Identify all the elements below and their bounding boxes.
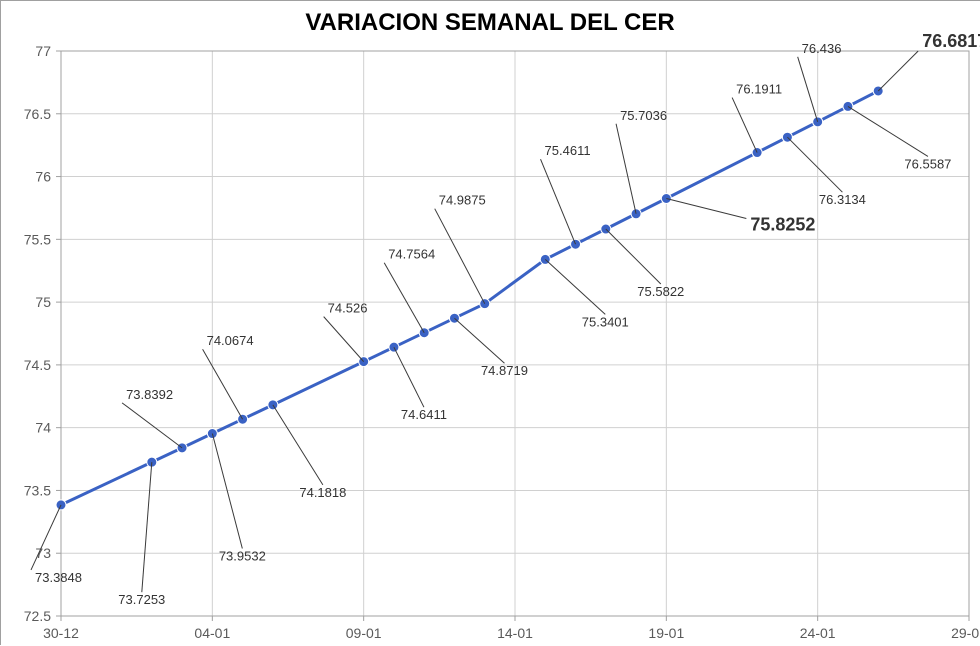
x-tick-label: 19-01 — [648, 625, 684, 641]
line-chart-svg: 72.5 73 73.5 74 74.5 75 75.5 76 76.5 77 30-12 04-01… — [1, 1, 980, 646]
x-tick-label: 29-01 — [951, 625, 980, 641]
y-tick-label: 73.5 — [24, 482, 51, 498]
x-tick-label: 14-01 — [497, 625, 533, 641]
data-label: 75.5822 — [637, 284, 684, 299]
x-tick-label: 30-12 — [43, 625, 79, 641]
x-tick-label: 04-01 — [194, 625, 230, 641]
data-label: 73.7253 — [118, 592, 165, 607]
x-tick-label: 09-01 — [346, 625, 382, 641]
data-label: 74.526 — [328, 301, 368, 316]
data-label: 76.3134 — [819, 192, 866, 207]
data-label: 76.5587 — [904, 156, 951, 171]
data-label: 74.1818 — [299, 485, 346, 500]
data-label: 73.9532 — [219, 549, 266, 564]
y-tick-label: 74.5 — [24, 357, 51, 373]
y-tick-label: 77 — [35, 43, 51, 59]
y-tick-label: 76.5 — [24, 106, 51, 122]
data-label: 75.4611 — [545, 143, 591, 158]
y-tick-label: 73 — [35, 545, 51, 561]
data-label: 74.8719 — [481, 363, 528, 378]
data-label: 74.7564 — [388, 247, 435, 262]
data-label: 74.0674 — [207, 333, 254, 348]
data-label: 76.1911 — [736, 82, 782, 97]
chart-title: VARIACION SEMANAL DEL CER — [1, 9, 979, 37]
data-label: 73.3848 — [35, 570, 82, 585]
y-tick-label: 76 — [35, 169, 51, 185]
data-label: 74.6411 — [401, 407, 447, 422]
y-tick-label: 72.5 — [24, 608, 51, 624]
data-label: 76.436 — [802, 41, 842, 56]
y-tick-label: 75 — [35, 294, 51, 310]
data-label: 74.9875 — [439, 193, 486, 208]
x-tick-label: 24-01 — [800, 625, 836, 641]
data-label: 75.7036 — [620, 108, 667, 123]
chart-container: VARIACION SEMANAL DEL CER 72.5 73 73.5 74 74… — [0, 0, 980, 645]
data-label: 75.8252 — [750, 215, 815, 235]
y-tick-label: 74 — [35, 420, 51, 436]
chart-background — [1, 1, 980, 646]
y-tick-label: 75.5 — [24, 231, 51, 247]
data-label: 73.8392 — [126, 387, 173, 402]
data-label: 75.3401 — [582, 314, 629, 329]
